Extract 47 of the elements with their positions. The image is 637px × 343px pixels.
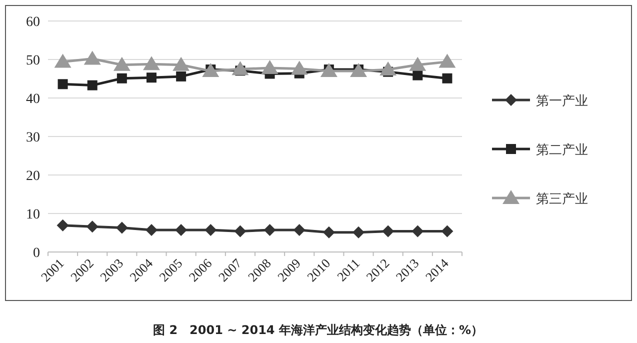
point [264, 224, 276, 236]
point [113, 56, 130, 71]
point [54, 54, 72, 68]
point [87, 80, 98, 90]
point [234, 225, 246, 238]
point [84, 50, 101, 65]
point [320, 63, 338, 78]
point [58, 79, 68, 90]
point [143, 56, 160, 70]
point [146, 224, 158, 236]
point [350, 63, 367, 78]
point [232, 61, 249, 76]
point [380, 62, 397, 76]
point [86, 220, 98, 233]
y-tick-label: 50 [26, 54, 40, 68]
point [352, 226, 364, 238]
point [146, 72, 156, 83]
legend-label: 第二产业 [536, 142, 588, 157]
point [56, 219, 69, 232]
point [204, 224, 217, 236]
point [290, 60, 308, 75]
y-tick-label: 0 [33, 246, 40, 261]
text: 图 2 2001 ~ 2014 年海洋产业结构变化趋势（单位：%） [153, 323, 483, 337]
point [441, 225, 454, 238]
point [412, 70, 423, 80]
point [116, 73, 127, 84]
point [438, 54, 456, 68]
point [442, 73, 452, 84]
point [175, 224, 188, 236]
point [172, 56, 190, 71]
y-tick-label: 10 [26, 208, 40, 222]
y-tick-label: 60 [26, 15, 40, 30]
point [409, 56, 426, 71]
point [293, 224, 306, 236]
y-tick-label: 40 [26, 92, 40, 107]
point [382, 225, 394, 238]
point [116, 222, 128, 234]
y-tick-label: 30 [26, 130, 40, 146]
point [261, 60, 278, 74]
legend-label: 第三产业 [536, 191, 588, 206]
point [202, 63, 220, 78]
y-tick-label: 20 [26, 169, 40, 184]
point [322, 226, 335, 238]
legend-label: 第一产业 [536, 93, 588, 108]
point [176, 71, 186, 82]
point [412, 225, 424, 238]
x-tick-label: 2011 [334, 256, 363, 284]
